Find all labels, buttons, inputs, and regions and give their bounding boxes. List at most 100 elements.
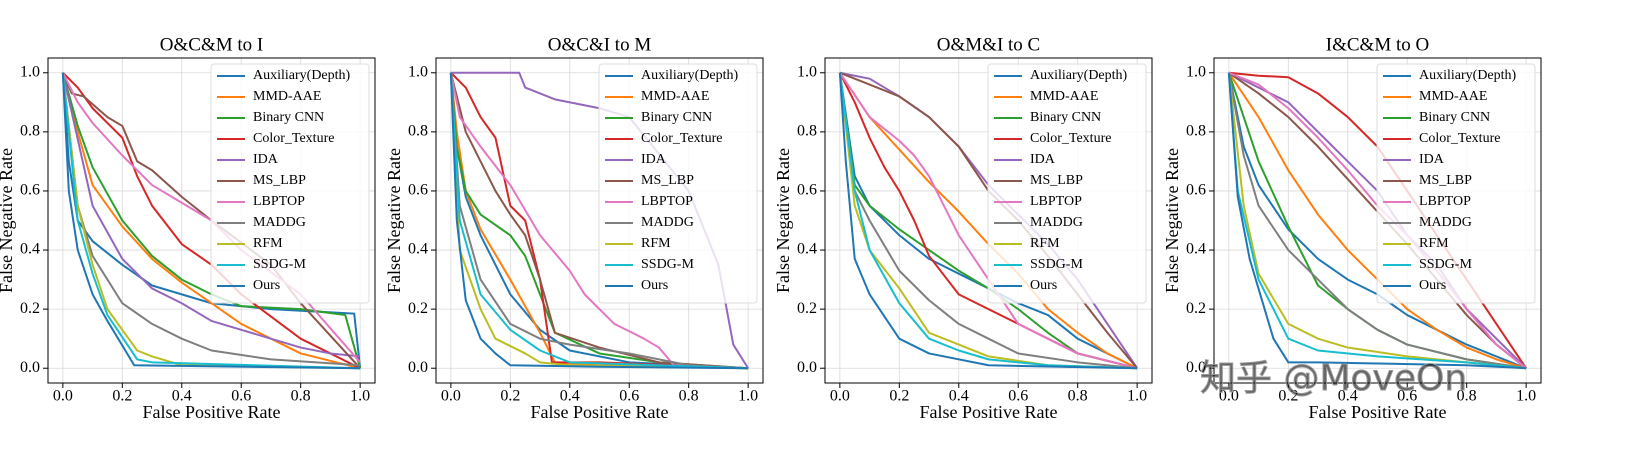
legend: Auxiliary(Depth) MMD-AAE Binary CNN Color_T… xyxy=(1376,63,1536,304)
legend: Auxiliary(Depth) MMD-AAE Binary CNN Color_T… xyxy=(210,63,370,304)
y-tick-label: 1.0 xyxy=(408,63,428,80)
legend-label: IDA xyxy=(641,152,667,167)
x-tick-label: 0.0 xyxy=(1219,388,1239,405)
x-tick-label: 0.8 xyxy=(1068,388,1088,405)
legend-label: Ours xyxy=(1030,278,1057,293)
y-tick-label: 0.4 xyxy=(797,241,817,258)
legend-label: SSDG-M xyxy=(1030,257,1083,272)
legend: Auxiliary(Depth) MMD-AAE Binary CNN Color_T… xyxy=(598,63,758,304)
legend-label: Color_Texture xyxy=(1419,131,1500,146)
y-tick-label: 0.0 xyxy=(797,359,817,376)
legend-label: Color_Texture xyxy=(1030,131,1111,146)
x-axis-label: False Positive Rate xyxy=(531,402,669,422)
roc-line xyxy=(838,72,1138,370)
legend-label: MS_LBP xyxy=(641,173,694,188)
y-tick-label: 0.2 xyxy=(20,300,40,317)
legend-label: MADDG xyxy=(1030,215,1083,230)
subplot: 0.0 0.2 0.4 0.6 0.8 1.0 0.0 0.2 0.4 0.6 0.8 1.0 O&M&… xyxy=(773,34,1153,422)
y-tick-label: 0.4 xyxy=(408,241,428,258)
legend-label: Auxiliary(Depth) xyxy=(641,68,739,83)
roc-line xyxy=(449,72,749,370)
legend-label: Ours xyxy=(1419,278,1446,293)
axes-frame xyxy=(435,57,764,384)
y-tick-label: 0.6 xyxy=(797,182,817,199)
y-tick-label: 0.0 xyxy=(1186,359,1206,376)
chart-title: O&C&I to M xyxy=(548,34,652,55)
y-tick-label: 1.0 xyxy=(1186,63,1206,80)
x-tick-label: 1.0 xyxy=(350,388,370,405)
roc-line xyxy=(1227,72,1527,370)
subplot: 0.0 0.2 0.4 0.6 0.8 1.0 0.0 0.2 0.4 0.6 0.8 1.0 O&C&… xyxy=(0,34,376,422)
x-tick-label: 0.0 xyxy=(830,388,850,405)
legend-box xyxy=(210,63,370,304)
x-tick-label: 0.6 xyxy=(1397,388,1417,405)
x-axis-label: False Positive Rate xyxy=(1309,402,1447,422)
roc-line xyxy=(449,72,749,370)
y-tick-label: 0.8 xyxy=(20,123,40,140)
legend-label: Binary CNN xyxy=(641,110,712,125)
x-tick-label: 0.2 xyxy=(500,388,520,405)
x-axis-label: False Positive Rate xyxy=(143,402,281,422)
legend-label: Binary CNN xyxy=(1419,110,1490,125)
chart-title: O&C&M to I xyxy=(160,34,263,55)
x-axis-label: False Positive Rate xyxy=(920,402,1058,422)
legend-label: SSDG-M xyxy=(253,257,306,272)
roc-line xyxy=(1227,72,1527,370)
x-tick-label: 0.2 xyxy=(112,388,132,405)
roc-line xyxy=(839,72,1138,370)
x-tick-label: 0.6 xyxy=(1008,388,1028,405)
y-axis-label: False Negative Rate xyxy=(0,148,16,293)
legend-label: MMD-AAE xyxy=(641,89,709,104)
y-tick-label: 1.0 xyxy=(797,63,817,80)
legend-label: SSDG-M xyxy=(1419,257,1472,272)
y-tick-label: 0.6 xyxy=(1186,182,1206,199)
legend-label: Auxiliary(Depth) xyxy=(1030,68,1128,83)
y-tick-label: 0.0 xyxy=(408,359,428,376)
y-tick-label: 0.2 xyxy=(797,300,817,317)
y-tick-label: 1.0 xyxy=(20,63,40,80)
roc-line xyxy=(838,72,1138,370)
roc-line xyxy=(449,72,749,370)
legend-label: MADDG xyxy=(253,215,306,230)
legend-label: IDA xyxy=(1030,152,1056,167)
chart-title: I&C&M to O xyxy=(1326,34,1429,55)
x-tick-label: 0.4 xyxy=(172,388,192,405)
y-tick-label: 0.0 xyxy=(20,359,40,376)
y-axis-label: False Negative Rate xyxy=(1162,148,1182,293)
legend-label: Color_Texture xyxy=(641,131,722,146)
legend-label: LBPTOP xyxy=(641,194,693,209)
y-tick-label: 0.4 xyxy=(20,241,40,258)
legend-label: MS_LBP xyxy=(1030,173,1083,188)
roc-line xyxy=(449,72,749,370)
x-tick-label: 0.2 xyxy=(1278,388,1298,405)
x-tick-label: 0.4 xyxy=(560,388,580,405)
roc-line xyxy=(449,72,749,370)
roc-line xyxy=(449,72,749,370)
watermark: 知乎 @MoveOn xyxy=(1200,358,1467,399)
legend-label: Ours xyxy=(641,278,668,293)
roc-line xyxy=(62,72,361,370)
y-tick-label: 0.4 xyxy=(1186,241,1206,258)
y-tick-label: 0.6 xyxy=(408,182,428,199)
axes-frame xyxy=(47,57,376,384)
legend-box xyxy=(1376,63,1536,304)
legend-label: Auxiliary(Depth) xyxy=(1419,68,1517,83)
x-tick-label: 1.0 xyxy=(1516,388,1536,405)
legend-label: MADDG xyxy=(641,215,694,230)
y-axis-label: False Negative Rate xyxy=(773,148,793,293)
legend-label: IDA xyxy=(253,152,279,167)
y-tick-label: 0.8 xyxy=(797,123,817,140)
x-tick-label: 0.6 xyxy=(231,388,251,405)
roc-line xyxy=(1227,72,1527,370)
legend-label: RFM xyxy=(1030,236,1060,251)
roc-line xyxy=(838,72,1138,370)
roc-line xyxy=(838,72,1138,370)
axes-frame xyxy=(824,57,1153,384)
x-tick-label: 0.6 xyxy=(619,388,639,405)
x-tick-label: 0.4 xyxy=(1338,388,1358,405)
y-tick-label: 0.2 xyxy=(1186,300,1206,317)
legend-label: MS_LBP xyxy=(1419,173,1472,188)
legend-label: Ours xyxy=(253,278,280,293)
roc-line xyxy=(838,72,1138,370)
